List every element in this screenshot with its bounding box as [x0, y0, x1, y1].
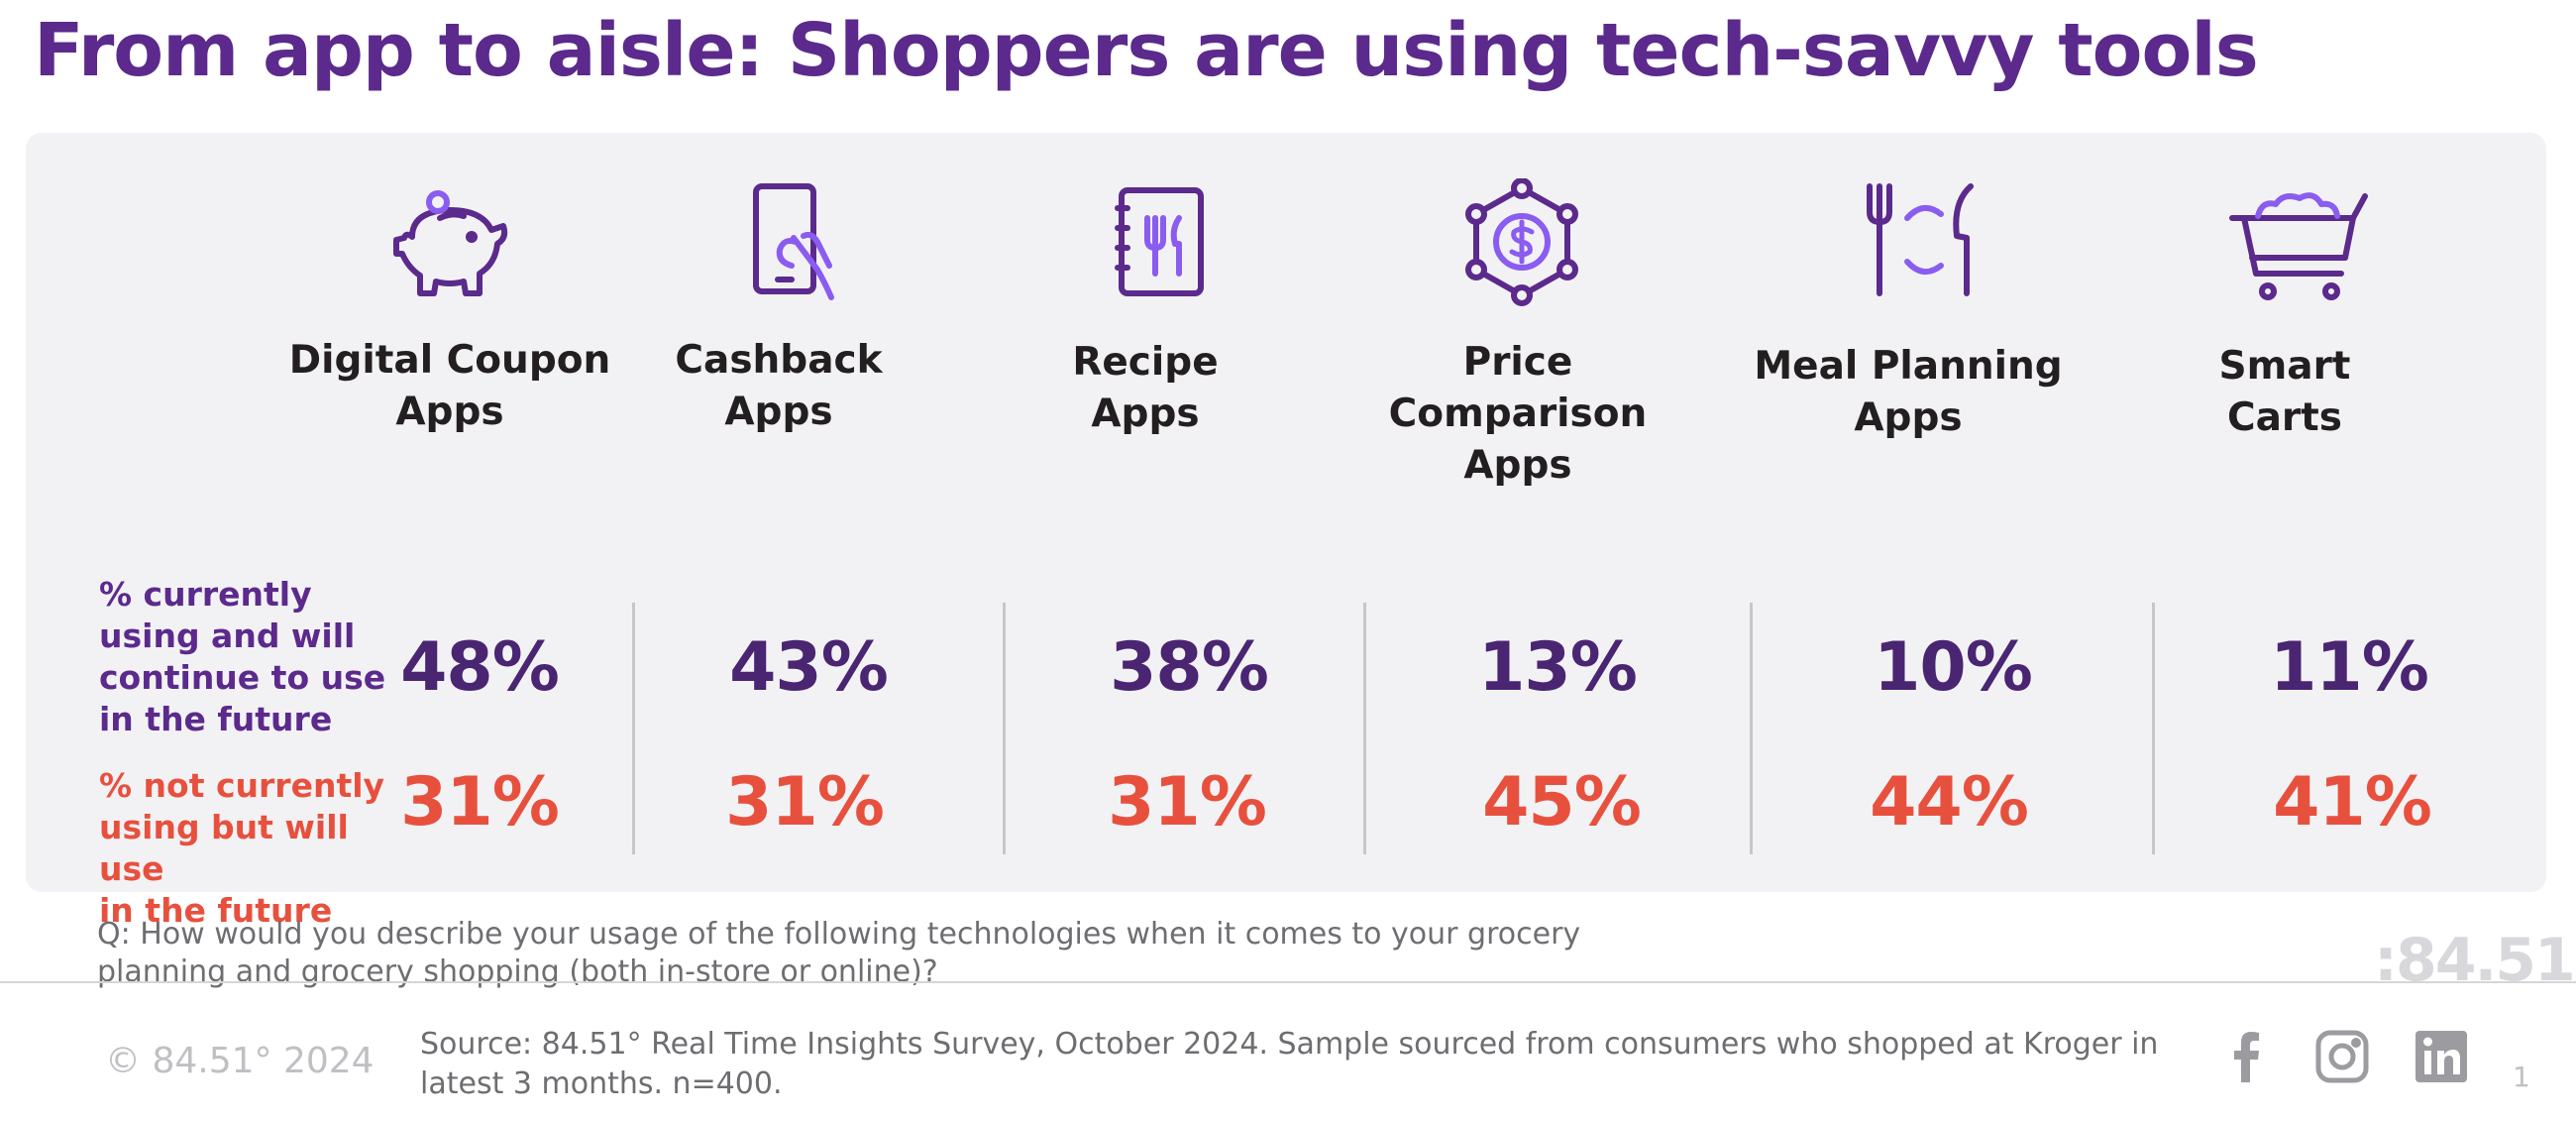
value-future-smart-carts: 41%: [2273, 763, 2432, 841]
column-divider: [1750, 603, 1753, 854]
value-current-digital-coupon: 48%: [400, 628, 560, 707]
brand-watermark: :84.51°: [2374, 926, 2576, 995]
source-note: Source: 84.51° Real Time Insights Survey…: [420, 1027, 2159, 1101]
footer-divider: [0, 981, 2576, 983]
shopping-cart-icon: [2218, 182, 2377, 311]
value-current-recipe: 38%: [1110, 628, 1269, 707]
category-label-price-comparison: Price Comparison Apps: [1388, 340, 1648, 488]
value-future-price-comparison: 45%: [1482, 763, 1642, 841]
survey-question: Q: How would you describe your usage of …: [97, 917, 1581, 989]
phone-tap-icon: [714, 180, 873, 309]
column-divider: [1363, 603, 1366, 854]
category-label-meal-planning: Meal Planning Apps: [1754, 344, 2063, 440]
facebook-icon[interactable]: [2217, 1027, 2277, 1086]
recipe-book-icon: [1076, 182, 1234, 311]
value-future-digital-coupon: 31%: [400, 763, 560, 841]
plate-utensils-icon: [1844, 176, 2002, 305]
column-divider: [632, 603, 635, 854]
row-label-future-use: % not currently using but will use in th…: [99, 766, 385, 930]
category-label-digital-coupon: Digital Coupon Apps: [288, 338, 611, 434]
piggy-bank-icon: [373, 182, 531, 311]
category-label-cashback: Cashback Apps: [675, 338, 883, 434]
chart-panel: Digital Coupon Apps Cashback Apps Recipe Ap…: [26, 133, 2576, 995]
column-divider: [2152, 603, 2155, 854]
copyright: © 84.51° 2024: [105, 1041, 375, 1081]
linkedin-icon[interactable]: [2412, 1027, 2471, 1086]
instagram-icon[interactable]: [2312, 1027, 2372, 1086]
page-title: From app to aisle: Shoppers are using te…: [34, 8, 2259, 93]
page-number: 1: [2513, 1061, 2530, 1093]
column-divider: [1003, 603, 1006, 854]
value-current-meal-planning: 10%: [1874, 628, 2033, 707]
value-current-price-comparison: 13%: [1478, 628, 1638, 707]
value-future-meal-planning: 44%: [1870, 763, 2029, 841]
row-label-currently-using: % currently using and will continue to u…: [99, 575, 386, 738]
value-future-cashback: 31%: [725, 763, 885, 841]
value-future-recipe: 31%: [1108, 763, 1267, 841]
category-label-recipe: Recipe Apps: [1072, 340, 1219, 436]
value-current-cashback: 43%: [729, 628, 889, 707]
category-label-smart-carts: Smart Carts: [2218, 344, 2351, 440]
value-current-smart-carts: 11%: [2270, 628, 2429, 707]
price-network-icon: [1443, 177, 1601, 307]
